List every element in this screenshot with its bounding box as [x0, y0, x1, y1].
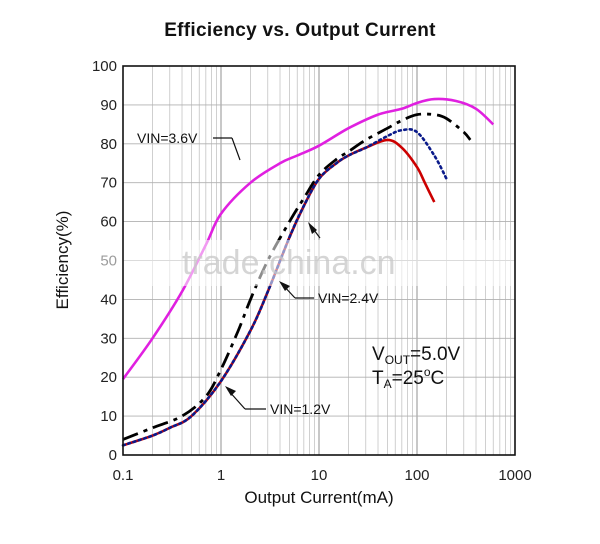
label-vin-1-2v: VIN=1.2V [270, 401, 331, 417]
vout-condition: VOUT=5.0V [372, 344, 461, 367]
series-line-1 [122, 112, 472, 441]
series-line-3 [121, 128, 448, 447]
plot-frame [122, 65, 516, 456]
y-tick-label: 10 [100, 408, 117, 425]
watermark: trade.china.cn [98, 240, 528, 286]
y-tick-label: 30 [100, 330, 117, 347]
watermark-text: trade.china.cn [182, 244, 396, 282]
x-tick-label: 10 [311, 467, 328, 484]
chart-title: Efficiency vs. Output Current [164, 20, 436, 41]
x-axis-label: Output Current(mA) [244, 488, 393, 507]
label-vin-3-6v: VIN=3.6V [137, 130, 198, 146]
y-tick-label: 90 [100, 97, 117, 114]
y-tick-label: 40 [100, 291, 117, 308]
x-tick-label: 1 [217, 467, 225, 484]
x-tick-label: 0.1 [113, 467, 134, 484]
y-tick-label: 100 [92, 58, 117, 75]
annotations: VIN=3.6V VIN=2.4V VIN=1.2V VOUT=5.0V TA=… [137, 130, 461, 417]
y-tick-label: 80 [100, 136, 117, 153]
x-tick-label: 100 [404, 467, 429, 484]
y-tick-label: 0 [109, 447, 117, 464]
x-tick-label: 1000 [498, 467, 531, 484]
y-tick-label: 20 [100, 369, 117, 386]
y-tick-label: 70 [100, 175, 117, 192]
ta-condition: TA=25oC [372, 365, 444, 391]
label-vin-2-4v: VIN=2.4V [318, 290, 379, 306]
y-tick-label: 60 [100, 214, 117, 231]
y-axis-label: Efficiency(%) [53, 211, 72, 310]
